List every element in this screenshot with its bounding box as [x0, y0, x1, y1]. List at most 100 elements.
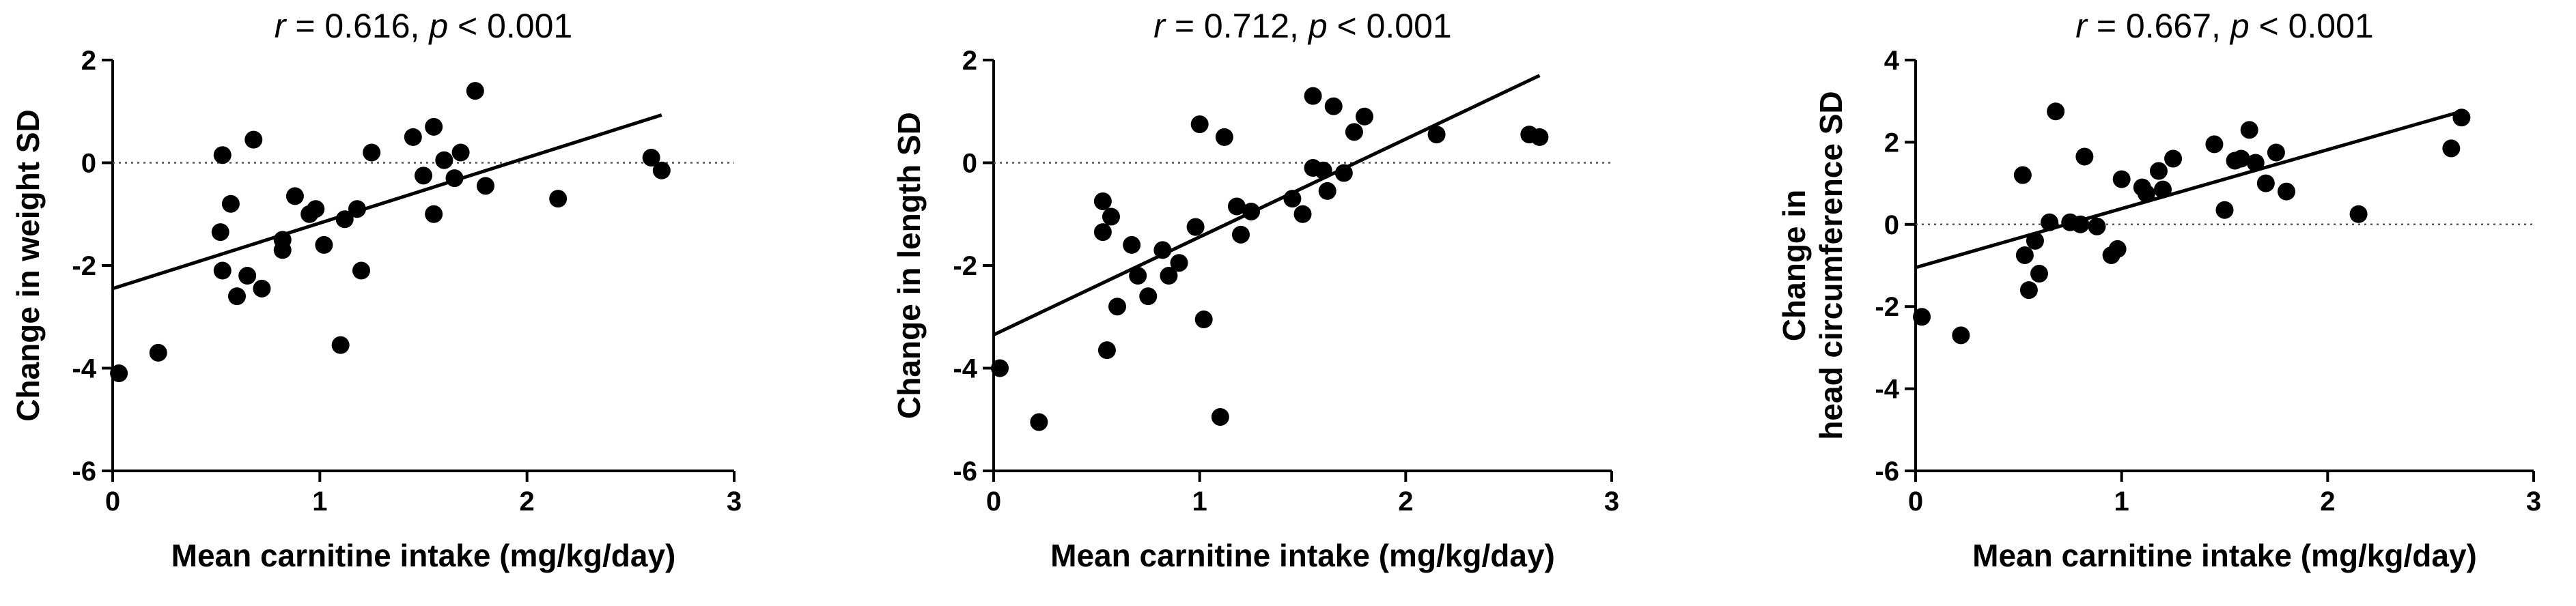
data-point [2030, 265, 2048, 283]
chart-title-title-p: p [2229, 7, 2250, 45]
data-point [1129, 267, 1147, 285]
data-point [2154, 180, 2172, 199]
data-point [1324, 97, 1343, 115]
data-point [2442, 139, 2461, 158]
data-point [1194, 311, 1213, 329]
data-point [2452, 109, 2471, 127]
chart-title-title-r: r [2075, 7, 2088, 45]
data-point [211, 223, 229, 242]
data-point [652, 161, 671, 179]
x-tick-label: 2 [1398, 487, 1413, 517]
chart-title-title-p: p [428, 7, 448, 45]
y-tick-label: 4 [1884, 46, 1900, 76]
x-tick-label: 0 [986, 487, 1001, 517]
data-point [2019, 281, 2038, 300]
data-point [273, 241, 292, 259]
data-point [2071, 215, 2090, 233]
y-tick-label: 0 [1884, 210, 1899, 240]
y-axis-label: Change in length SD [891, 112, 927, 419]
chart-title-title-r-value: = 0.616, [285, 7, 429, 45]
data-point [425, 205, 443, 223]
data-point [1097, 341, 1116, 360]
y-tick-label: 0 [962, 149, 977, 179]
chart-title-title-r: r [275, 7, 288, 45]
x-tick-label: 3 [2526, 487, 2541, 517]
data-point [1170, 254, 1188, 272]
y-tick-label: -2 [72, 251, 96, 281]
data-point [1215, 128, 1233, 146]
data-point [2041, 213, 2059, 231]
data-point [451, 143, 470, 162]
data-point [1093, 192, 1112, 210]
data-point [1211, 407, 1229, 426]
y-tick-label: -6 [1875, 457, 1899, 487]
data-point [2164, 149, 2183, 168]
chart-title-title-r: r [1153, 7, 1166, 45]
data-point [2278, 182, 2295, 201]
chart-title-title-p-value: < 0.001 [2250, 7, 2374, 45]
data-point [1345, 123, 1363, 141]
chart-title-title-p: p [1307, 7, 1328, 45]
data-point [415, 167, 432, 185]
data-point [2349, 205, 2368, 223]
y-axis-label: head circumference SD [1813, 91, 1849, 439]
data-point [2240, 121, 2258, 139]
data-point [1190, 115, 1209, 134]
data-point [1283, 190, 1302, 208]
data-point [435, 151, 453, 169]
data-point [991, 359, 1009, 377]
x-tick-label: 2 [520, 487, 535, 517]
data-point [1160, 267, 1178, 285]
data-point [1153, 241, 1172, 259]
data-point [642, 148, 660, 167]
y-tick-label: 2 [962, 46, 977, 76]
x-tick-label: 3 [727, 487, 742, 517]
data-point [2075, 147, 2094, 166]
data-point [1530, 128, 1549, 146]
regression-line [1915, 109, 2463, 270]
data-point [1913, 308, 1931, 326]
data-point [1334, 164, 1353, 182]
data-point [2026, 231, 2044, 250]
data-point [2108, 240, 2127, 258]
data-point [2205, 135, 2224, 154]
data-point [445, 169, 464, 188]
data-point [348, 200, 366, 218]
x-tick-label: 1 [2114, 487, 2129, 517]
data-point [1102, 207, 1120, 226]
data-point [352, 261, 370, 280]
y-tick-label: 2 [81, 46, 96, 76]
y-tick-label: 0 [81, 149, 96, 179]
data-point [1293, 205, 1312, 223]
data-point [1427, 126, 1446, 144]
data-point [1232, 225, 1250, 244]
data-point [2047, 102, 2065, 121]
data-point [2256, 174, 2275, 192]
data-point [363, 143, 381, 162]
data-point [1093, 223, 1112, 242]
data-point [2015, 246, 2034, 264]
data-point [307, 200, 325, 218]
data-point [1108, 298, 1126, 316]
data-point [1030, 413, 1048, 431]
data-point [110, 364, 128, 383]
chart-title-title-r-value: = 0.667, [2087, 7, 2230, 45]
data-point [1242, 202, 1261, 220]
chart-panel-2: r = 0.712, p < 0.001 -6 -4 -2 0 2 0 1 2 3 Mean car… [891, 7, 1619, 573]
y-tick-label: 2 [1884, 128, 1899, 158]
y-tick-label: -6 [72, 457, 96, 487]
data-point [1318, 182, 1336, 200]
data-point [244, 130, 263, 149]
data-point [2112, 170, 2131, 188]
data-point [149, 343, 167, 362]
data-point [1314, 161, 1332, 179]
x-axis-label: Mean carnitine intake (mg/kg/day) [171, 538, 676, 573]
x-tick-label: 0 [1908, 487, 1923, 517]
chart-title: r = 0.712, p < 0.001 [1153, 7, 1451, 45]
data-point [477, 177, 494, 195]
data-point [335, 210, 354, 229]
chart-title-title-p-value: < 0.001 [448, 7, 572, 45]
x-tick-label: 2 [2320, 487, 2335, 517]
data-point [331, 336, 350, 354]
chart-title: r = 0.616, p < 0.001 [275, 7, 572, 45]
